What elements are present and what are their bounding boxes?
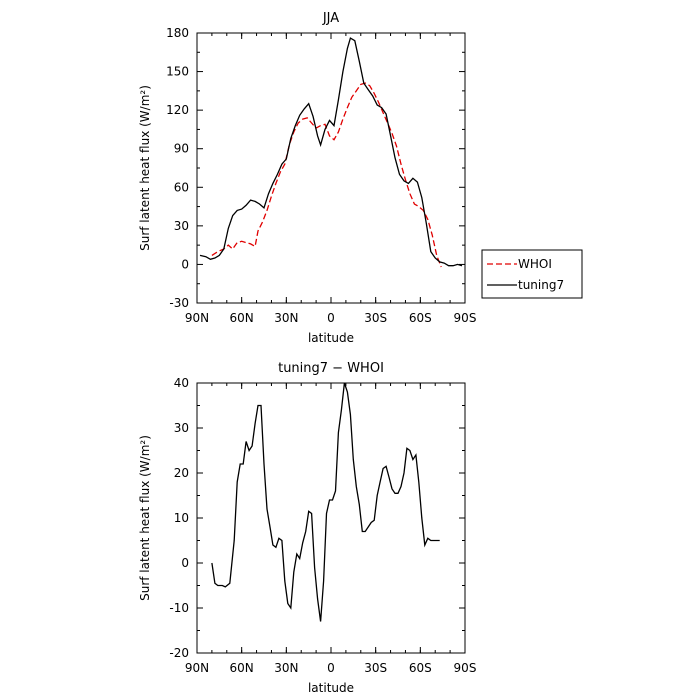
y-tick-label: 0 <box>181 556 189 570</box>
plot-frame <box>196 32 466 304</box>
x-tick-label: 60N <box>230 311 254 325</box>
y-tick-label: 20 <box>174 466 189 480</box>
y-tick-label: 30 <box>174 219 189 233</box>
series-line-WHOI <box>211 82 442 268</box>
x-tick-label: 60N <box>230 661 254 675</box>
x-tick-label: 0 <box>327 661 335 675</box>
plot-frame <box>196 382 466 654</box>
y-tick-label: 10 <box>174 511 189 525</box>
y-tick-label: 180 <box>166 26 189 40</box>
x-tick-label: 60S <box>409 311 432 325</box>
x-tick-label: 60S <box>409 661 432 675</box>
y-tick-label: -20 <box>169 646 189 660</box>
y-axis-label: Surf latent heat flux (W/m²) <box>138 435 152 601</box>
y-axis-label: Surf latent heat flux (W/m²) <box>138 85 152 251</box>
x-axis-label: latitude <box>308 331 354 345</box>
x-axis-label: latitude <box>308 681 354 695</box>
series-line-difference <box>211 382 440 622</box>
x-tick-label: 90S <box>454 311 477 325</box>
panel-difference: tuning7 − WHOI -20 -10 0 10 20 30 40 90N 60N 30N 0 3… <box>138 361 476 695</box>
y-tick-label: 60 <box>174 180 189 194</box>
x-tick-label: 30S <box>364 311 387 325</box>
y-tick-label: 0 <box>181 257 189 271</box>
y-tick-label: 90 <box>174 142 189 156</box>
chart-title: JJA <box>322 11 339 26</box>
legend: WHOI tuning7 <box>481 249 583 299</box>
y-tick-label: -30 <box>169 296 189 310</box>
chart-title: tuning7 − WHOI <box>278 361 384 376</box>
series-line-tuning7 <box>199 37 463 267</box>
x-tick-label: 90N <box>185 311 209 325</box>
y-tick-label: 150 <box>166 65 189 79</box>
legend-label-tuning7: tuning7 <box>518 278 564 292</box>
y-tick-label: 120 <box>166 103 189 117</box>
x-tick-label: 0 <box>327 311 335 325</box>
x-tick-label: 90N <box>185 661 209 675</box>
panel-jja: JJA -30 0 30 60 90 120 150 180 90N 60N 30N 0 30S 60S 90… <box>138 11 476 345</box>
y-tick-label: 40 <box>174 376 189 390</box>
x-tick-label: 30N <box>274 661 298 675</box>
legend-label-WHOI: WHOI <box>518 257 552 271</box>
x-tick-label: 90S <box>454 661 477 675</box>
y-tick-label: 30 <box>174 421 189 435</box>
y-tick-label: -10 <box>169 601 189 615</box>
x-tick-label: 30N <box>274 311 298 325</box>
legend-box <box>481 249 583 299</box>
x-tick-label: 30S <box>364 661 387 675</box>
